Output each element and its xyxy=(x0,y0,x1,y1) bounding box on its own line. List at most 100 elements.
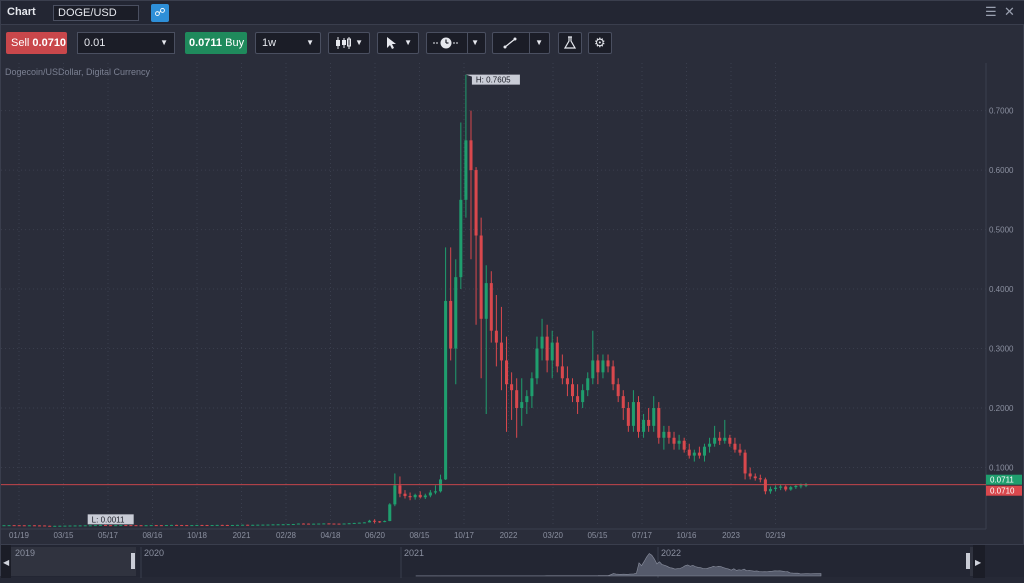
navigator[interactable]: ◀ ▶ 2019 2020 2021 2022 xyxy=(1,544,1024,578)
candle-body xyxy=(535,348,539,379)
bid-price-label: 0.0710 xyxy=(990,487,1015,496)
candle-body xyxy=(591,360,595,379)
buy-button[interactable]: 0.0711 Buy xyxy=(185,32,247,54)
ask-price-label: 0.0711 xyxy=(990,476,1014,485)
candle-body xyxy=(58,525,62,527)
candle-body xyxy=(708,443,712,447)
candle-body xyxy=(774,487,778,489)
candle-body xyxy=(667,431,671,438)
navigator-year-label: 2020 xyxy=(144,548,164,558)
candle-body xyxy=(768,488,772,492)
candle-body xyxy=(474,170,478,236)
candle-body xyxy=(804,484,808,486)
candle-body xyxy=(743,452,747,474)
buy-price: 0.0711 xyxy=(189,37,223,49)
x-tick-label: 06/20 xyxy=(365,531,386,540)
candle-body xyxy=(636,402,641,432)
candle-body xyxy=(362,522,366,524)
price-chart[interactable]: 0.1000 0.2000 0.3000 0.4000 0.5000 0.6000 0.70… xyxy=(1,1,1024,544)
candle-body xyxy=(215,524,219,526)
candle-body xyxy=(195,524,199,526)
candlestick-icon xyxy=(336,37,351,49)
candle-body xyxy=(144,525,148,527)
timezone-button[interactable]: ▼ xyxy=(426,32,486,54)
candle-body xyxy=(789,487,793,490)
candle-body xyxy=(555,342,559,367)
candle-body xyxy=(687,449,691,456)
indicators-button[interactable] xyxy=(558,32,582,54)
chevron-down-icon: ▼ xyxy=(160,38,168,47)
navigator-left-arrow xyxy=(1,545,11,578)
candle-body xyxy=(347,523,351,525)
close-icon[interactable]: ✕ xyxy=(1004,4,1015,19)
settings-button[interactable]: ⚙ xyxy=(588,32,612,54)
x-tick-label: 02/19 xyxy=(765,531,786,540)
gear-icon: ⚙ xyxy=(594,35,606,50)
candle-body xyxy=(291,524,295,526)
candle-body xyxy=(621,396,625,409)
candle-body xyxy=(799,485,803,487)
candle-body xyxy=(88,525,92,527)
candle-body xyxy=(83,525,87,527)
chart-type-button[interactable]: ▼ xyxy=(328,32,370,54)
candle-body xyxy=(631,402,635,426)
navigator-year-label: 2019 xyxy=(15,548,35,558)
sell-price: 0.0710 xyxy=(32,37,67,49)
candle-body xyxy=(225,524,229,526)
symbol-input[interactable]: DOGE/USD xyxy=(53,5,139,21)
candle-body xyxy=(164,525,168,527)
candle-body xyxy=(98,524,102,526)
candle-body xyxy=(515,390,519,409)
candle-body xyxy=(489,283,493,331)
candle-body xyxy=(596,360,600,373)
candle-body xyxy=(190,525,194,527)
hamburger-icon[interactable]: ☰ xyxy=(985,4,997,19)
x-tick-label: 10/18 xyxy=(187,531,208,540)
candle-body xyxy=(540,336,544,349)
x-tick-label: 2022 xyxy=(500,531,518,540)
candle-body xyxy=(697,452,701,456)
link-icon[interactable]: ☍ xyxy=(151,4,169,22)
candle-body xyxy=(616,384,620,397)
candle-body xyxy=(647,419,651,426)
x-tick-label: 05/15 xyxy=(587,531,608,540)
candle-body xyxy=(550,342,554,361)
candle-body xyxy=(398,485,402,494)
candle-body xyxy=(307,523,311,525)
x-tick-label: 02/28 xyxy=(276,531,297,540)
chevron-down-icon: ▼ xyxy=(471,38,479,47)
ask-price-tag xyxy=(986,474,1022,485)
cursor-button[interactable]: ▼ xyxy=(377,32,419,54)
timeframe-value: 1w xyxy=(262,37,277,49)
candle-body xyxy=(367,520,371,523)
candle-body xyxy=(393,485,397,505)
candle-body xyxy=(38,525,42,527)
candle-body xyxy=(205,525,209,527)
drawing-tools-button[interactable]: ▼ xyxy=(492,32,550,54)
quantity-input[interactable]: 0.01 ▼ xyxy=(77,32,175,54)
chevron-down-icon: ▼ xyxy=(535,38,543,47)
x-tick-label: 08/16 xyxy=(142,531,163,540)
candle-body xyxy=(119,525,123,527)
x-tick-label: 01/19 xyxy=(9,531,30,540)
trendline-icon xyxy=(503,37,517,49)
candle-body xyxy=(256,524,260,526)
title-bar: Chart DOGE/USD ☍ ☰ ✕ xyxy=(1,1,1024,25)
candle-body xyxy=(728,437,732,444)
x-tick-label: 04/18 xyxy=(320,531,341,540)
candle-body xyxy=(281,524,285,526)
sell-button[interactable]: Sell 0.0710 xyxy=(6,32,67,54)
candle-body xyxy=(692,452,696,456)
candle-body xyxy=(312,523,316,525)
y-tick-label: 0.2000 xyxy=(989,404,1014,413)
candle-body xyxy=(388,504,392,522)
candle-body xyxy=(642,419,646,432)
x-tick-label: 03/15 xyxy=(53,531,74,540)
chevron-down-icon: ▼ xyxy=(306,38,314,47)
candle-body xyxy=(479,235,483,319)
candle-body xyxy=(459,199,463,278)
candle-body xyxy=(570,384,575,397)
timeframe-select[interactable]: 1w ▼ xyxy=(255,32,321,54)
high-label: H: 0.7605 xyxy=(476,76,511,85)
x-tick-label: 2021 xyxy=(233,531,251,540)
